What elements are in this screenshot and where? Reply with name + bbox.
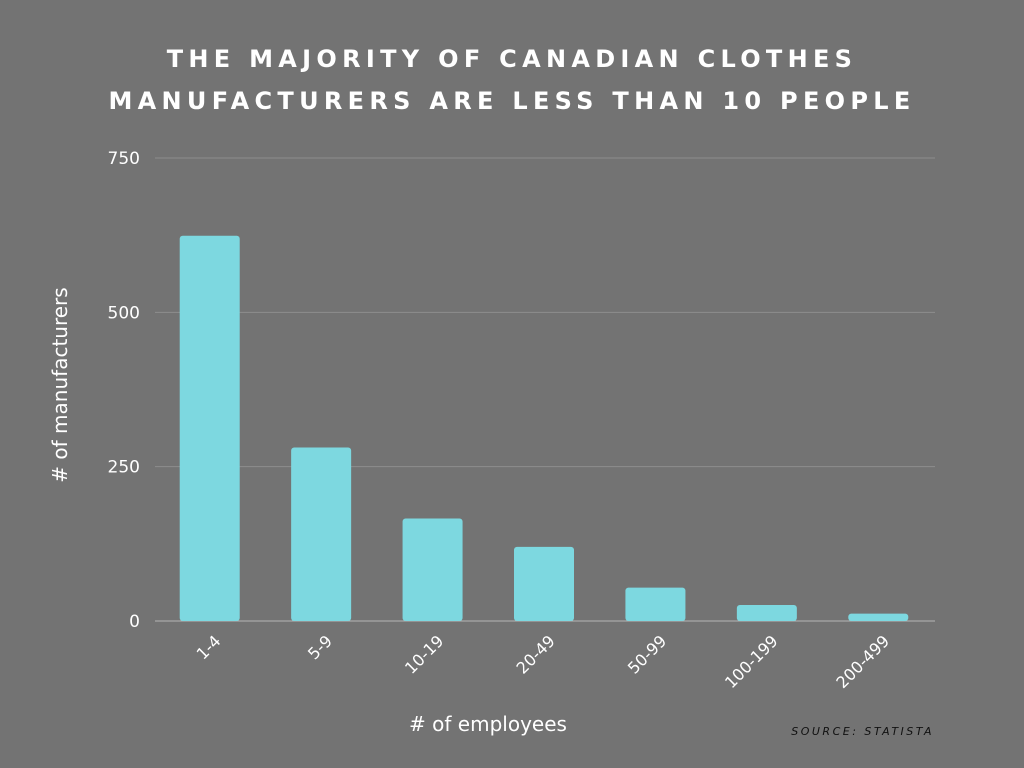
bar-20-49 (514, 546, 574, 621)
y-tick-label-0: 0 (129, 612, 140, 632)
x-tick-label-1-4: 1-4 (193, 631, 225, 663)
bar-200-499 (848, 613, 909, 621)
y-tick-label-750: 750 (108, 149, 140, 169)
y-tick-label-500: 500 (108, 303, 140, 323)
y-tick-label-250: 250 (108, 458, 140, 478)
chart-title-line-2: MANUFACTURERS ARE LESS THAN 10 PEOPLE (108, 87, 916, 115)
x-axis-label: # of employees (409, 712, 567, 736)
x-tick-label-200-499: 200-499 (832, 631, 893, 692)
bar-5-9 (291, 447, 352, 621)
source-note: SOURCE: STATISTA (791, 725, 934, 738)
bar-1-4 (179, 235, 240, 621)
x-tick-label-50-99: 50-99 (624, 631, 670, 677)
bar-100-199 (736, 604, 797, 621)
x-tick-label-100-199: 100-199 (721, 631, 782, 692)
y-axis-label: # of manufacturers (48, 287, 72, 482)
x-tick-label-20-49: 20-49 (513, 631, 559, 677)
chart-title-line-1: THE MAJORITY OF CANADIAN CLOTHES (166, 45, 858, 73)
bar-50-99 (625, 587, 686, 621)
chart-title: THE MAJORITY OF CANADIAN CLOTHES MANUFAC… (0, 38, 1024, 122)
x-tick-label-10-19: 10-19 (401, 631, 447, 677)
bar-10-19 (402, 518, 463, 621)
x-tick-label-5-9: 5-9 (304, 631, 336, 663)
